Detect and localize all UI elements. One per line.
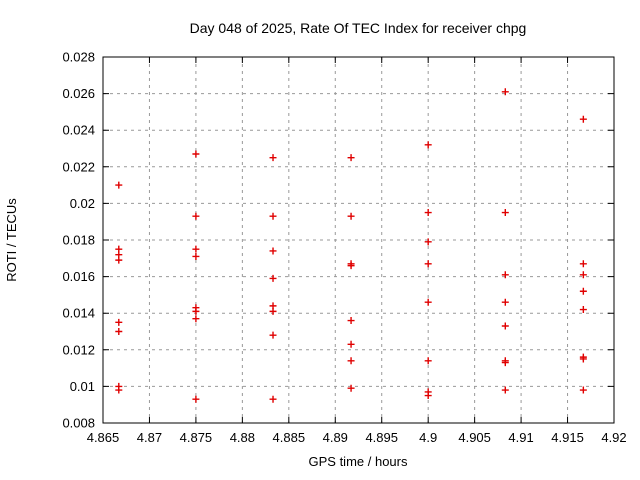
y-tick-label: 0.018	[62, 233, 95, 248]
x-tick-label: 4.895	[365, 430, 398, 445]
data-point-marker	[424, 357, 432, 365]
data-point-marker	[424, 392, 432, 400]
data-point-marker	[579, 355, 587, 363]
data-point-marker	[501, 359, 509, 367]
y-tick-label: 0.012	[62, 342, 95, 357]
data-point-marker	[192, 252, 200, 260]
data-point-marker	[347, 357, 355, 365]
y-tick-label: 0.028	[62, 50, 95, 65]
data-point-marker	[424, 238, 432, 246]
y-tick-label: 0.02	[70, 196, 95, 211]
data-point-marker	[347, 317, 355, 325]
x-axis-label: GPS time / hours	[309, 454, 408, 469]
data-point-marker	[115, 386, 123, 394]
data-point-marker	[501, 298, 509, 306]
data-point-marker	[579, 287, 587, 295]
x-tick-label: 4.915	[551, 430, 584, 445]
data-point-marker	[347, 154, 355, 162]
y-axis-label: ROTI / TECUs	[4, 198, 19, 282]
data-point-marker	[192, 150, 200, 158]
data-point-marker	[424, 298, 432, 306]
y-tick-label: 0.022	[62, 159, 95, 174]
x-tick-label: 4.88	[230, 430, 255, 445]
x-tick-label: 4.92	[601, 430, 626, 445]
data-point-marker	[347, 212, 355, 220]
x-tick-label: 4.91	[508, 430, 533, 445]
y-tick-label: 0.016	[62, 269, 95, 284]
grid-lines	[102, 56, 615, 424]
x-tick-label: 4.89	[323, 430, 348, 445]
y-tick-label: 0.024	[62, 123, 95, 138]
data-point-marker	[579, 260, 587, 268]
data-point-marker	[192, 315, 200, 323]
data-point-marker	[269, 154, 277, 162]
data-point-marker	[347, 262, 355, 270]
data-point-marker	[192, 395, 200, 403]
data-point-marker	[424, 141, 432, 149]
data-point-marker	[501, 322, 509, 330]
x-tick-label: 4.905	[458, 430, 491, 445]
data-point-marker	[579, 271, 587, 279]
y-tick-label: 0.01	[70, 379, 95, 394]
data-point-marker	[579, 115, 587, 123]
chart-title: Day 048 of 2025, Rate Of TEC Index for r…	[190, 20, 527, 36]
data-point-marker	[347, 340, 355, 348]
data-point-marker	[269, 331, 277, 339]
x-tick-label: 4.9	[419, 430, 437, 445]
tick-labels: 4.865 4.87 4.875 4.88 4.885 4.89 4.895 4.9 4.905…	[62, 50, 626, 446]
data-point-marker	[115, 328, 123, 335]
data-point-marker	[192, 212, 200, 220]
data-point-marker	[115, 318, 123, 326]
plot-border	[102, 56, 615, 424]
data-point-marker	[115, 181, 123, 189]
y-tick-label: 0.026	[62, 86, 95, 101]
data-point-marker	[501, 88, 509, 96]
data-point-marker	[269, 212, 277, 220]
data-point-marker	[192, 245, 200, 253]
axis-ticks	[102, 56, 615, 424]
y-tick-label: 0.014	[62, 306, 95, 321]
data-point-marker	[579, 306, 587, 314]
data-point-marker	[115, 256, 123, 264]
data-point-marker	[269, 274, 277, 282]
x-tick-label: 4.885	[273, 430, 306, 445]
data-point-marker	[424, 209, 432, 217]
data-point-marker	[424, 260, 432, 268]
data-point-marker	[269, 395, 277, 403]
data-point-marker	[347, 384, 355, 392]
data-point-marker	[269, 247, 277, 255]
data-point-marker	[501, 386, 509, 394]
data-point-marker	[579, 386, 587, 394]
data-points	[115, 88, 587, 403]
x-tick-label: 4.875	[180, 430, 213, 445]
x-tick-label: 4.865	[87, 430, 120, 445]
y-tick-label: 0.008	[62, 416, 95, 431]
data-point-marker	[501, 271, 509, 279]
data-point-marker	[501, 209, 509, 217]
data-point-marker	[192, 307, 200, 315]
data-point-marker	[269, 307, 277, 315]
x-tick-label: 4.87	[137, 430, 162, 445]
